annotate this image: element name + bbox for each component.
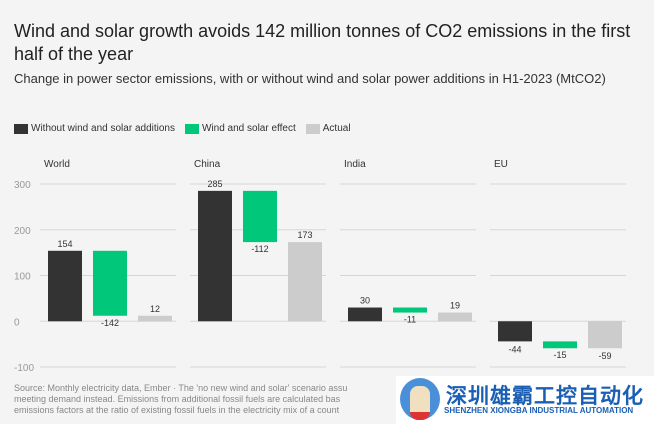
data-label: 154 bbox=[57, 239, 72, 249]
source-line: meeting demand instead. Emissions from a… bbox=[14, 394, 341, 404]
bar-effect bbox=[393, 307, 427, 313]
y-tick-label: 300 bbox=[14, 180, 31, 191]
legend-label: Actual bbox=[322, 123, 351, 134]
data-label: 12 bbox=[150, 304, 160, 314]
legend-item-without: Without wind and solar additions bbox=[14, 123, 175, 134]
source-note: Source: Monthly electricity data, Ember … bbox=[14, 383, 404, 416]
data-label: -112 bbox=[251, 244, 268, 254]
data-label: 285 bbox=[207, 179, 222, 189]
bar-actual bbox=[138, 315, 172, 322]
bar-effect bbox=[543, 341, 577, 349]
data-label: -15 bbox=[553, 350, 566, 360]
y-tick-label: -100 bbox=[14, 363, 34, 374]
watermark-logo: 深圳雄霸工控自动化 SHENZHEN XIONGBA INDUSTRIAL AU… bbox=[396, 376, 654, 424]
legend-swatch bbox=[14, 123, 28, 134]
bar-effect bbox=[93, 250, 127, 316]
bear-mascot-icon bbox=[400, 378, 440, 420]
data-label: 173 bbox=[297, 230, 312, 240]
bar-actual bbox=[288, 242, 322, 322]
legend-swatch bbox=[184, 123, 199, 134]
panel-title: China bbox=[194, 159, 221, 170]
y-tick-label: 100 bbox=[14, 272, 31, 283]
y-tick-label: 0 bbox=[14, 317, 20, 328]
legend-label: Without wind and solar additions bbox=[31, 123, 175, 134]
y-tick-label: 200 bbox=[14, 226, 31, 237]
watermark-text: 深圳雄霸工控自动化 bbox=[446, 385, 644, 408]
chart-subtitle: Change in power sector emissions, with o… bbox=[14, 71, 606, 86]
bar-actual bbox=[588, 321, 622, 349]
panel-title: EU bbox=[494, 159, 508, 170]
data-label: 19 bbox=[450, 301, 460, 311]
bar-effect bbox=[243, 190, 277, 243]
bar-actual bbox=[438, 312, 472, 322]
data-label: -59 bbox=[598, 351, 611, 361]
data-label: 30 bbox=[360, 296, 370, 306]
legend-swatch bbox=[305, 123, 320, 134]
legend-item-effect: Wind and solar effect bbox=[184, 123, 296, 134]
bar-without bbox=[498, 321, 532, 342]
chart-title: Wind and solar growth avoids 142 million… bbox=[14, 21, 631, 64]
panel-title: India bbox=[344, 159, 366, 170]
legend-item-actual: Actual bbox=[305, 123, 351, 134]
watermark-text-en: SHENZHEN XIONGBA INDUSTRIAL AUTOMATION bbox=[444, 406, 634, 415]
legend-label: Wind and solar effect bbox=[201, 123, 296, 134]
data-label: -44 bbox=[508, 344, 521, 354]
bar-without bbox=[348, 307, 382, 322]
data-label: -11 bbox=[404, 315, 416, 325]
source-line: emissions factors at the ratio of existi… bbox=[14, 405, 340, 415]
chart-plot: 300 200 100 0 -100 World 154 -142 12 China 285 -112… bbox=[14, 159, 626, 374]
legend: Without wind and solar additions Wind an… bbox=[14, 123, 351, 134]
bar-without bbox=[198, 190, 232, 322]
panel-title: World bbox=[44, 159, 70, 170]
data-label: -142 bbox=[101, 318, 119, 328]
source-line: Source: Monthly electricity data, Ember … bbox=[14, 383, 348, 393]
bar-without bbox=[48, 250, 82, 322]
